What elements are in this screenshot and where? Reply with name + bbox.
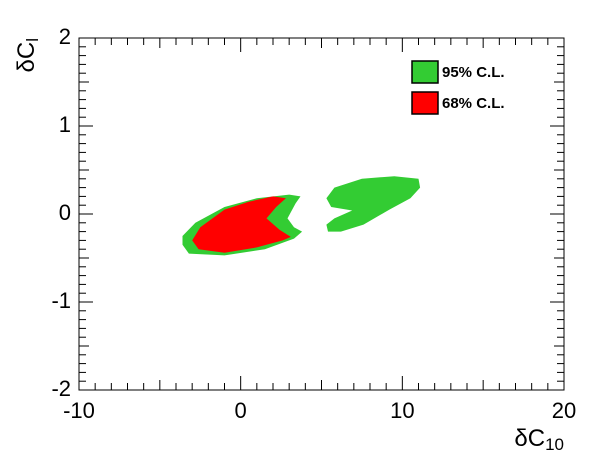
x-tick-label: -10: [63, 398, 95, 423]
y-axis-label: δCl: [13, 38, 42, 72]
plot-frame: [78, 37, 565, 391]
legend-label: 95% C.L.: [442, 64, 505, 81]
contour-region: [326, 176, 421, 232]
y-axis-label-sub: l: [23, 38, 42, 42]
y-axis-label-base: δC: [13, 42, 40, 73]
x-axis-label: δC10: [514, 425, 564, 454]
x-tick-label: 20: [552, 398, 576, 423]
legend-swatch: [411, 60, 439, 84]
y-tick-label: -2: [51, 376, 71, 401]
contour-region: [192, 196, 291, 253]
y-tick-label: 2: [59, 24, 71, 49]
legend-swatch: [411, 91, 439, 115]
legend-label: 68% C.L.: [442, 95, 505, 112]
y-tick-label: 0: [59, 200, 71, 225]
x-axis-label-base: δC: [514, 425, 545, 452]
y-tick-label: -1: [51, 288, 71, 313]
x-axis-label-sub: 10: [545, 435, 564, 454]
x-tick-label: 0: [235, 398, 247, 423]
x-tick-label: 10: [390, 398, 414, 423]
y-tick-label: 1: [59, 112, 71, 137]
